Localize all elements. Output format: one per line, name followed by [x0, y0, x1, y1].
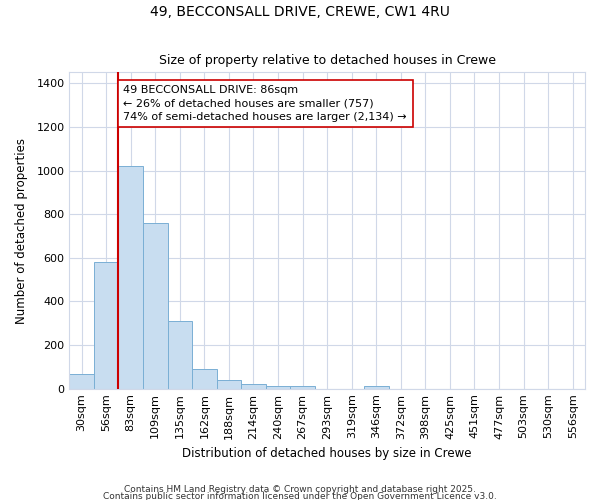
Bar [167, 321, 192, 388]
Bar [290, 386, 315, 388]
Bar [266, 386, 290, 388]
Text: Contains HM Land Registry data © Crown copyright and database right 2025.: Contains HM Land Registry data © Crown c… [124, 486, 476, 494]
Text: 49, BECCONSALL DRIVE, CREWE, CW1 4RU: 49, BECCONSALL DRIVE, CREWE, CW1 4RU [150, 5, 450, 19]
Bar [94, 262, 118, 388]
Bar [241, 384, 266, 388]
X-axis label: Distribution of detached houses by size in Crewe: Distribution of detached houses by size … [182, 447, 472, 460]
Text: Contains public sector information licensed under the Open Government Licence v3: Contains public sector information licen… [103, 492, 497, 500]
Title: Size of property relative to detached houses in Crewe: Size of property relative to detached ho… [158, 54, 496, 67]
Y-axis label: Number of detached properties: Number of detached properties [15, 138, 28, 324]
Bar [217, 380, 241, 388]
Bar [192, 369, 217, 388]
Text: 49 BECCONSALL DRIVE: 86sqm
← 26% of detached houses are smaller (757)
74% of sem: 49 BECCONSALL DRIVE: 86sqm ← 26% of deta… [124, 86, 407, 122]
Bar [118, 166, 143, 388]
Bar [70, 374, 94, 388]
Bar [364, 386, 389, 388]
Bar [143, 223, 167, 388]
